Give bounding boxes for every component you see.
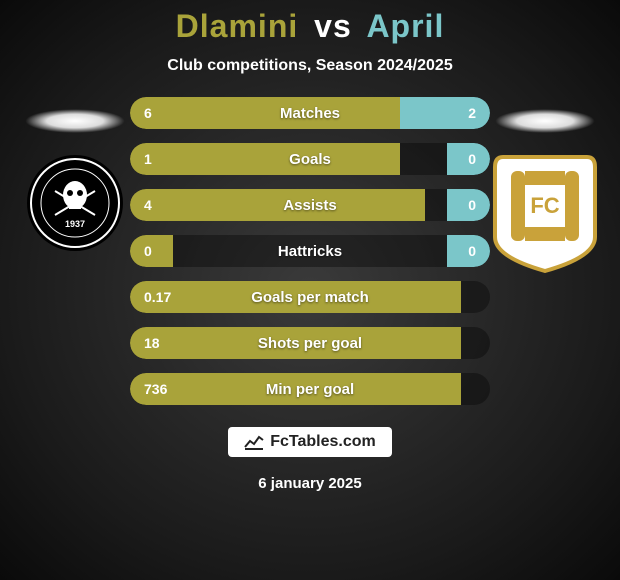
player1-shadow [25, 109, 125, 133]
brand-text: FcTables.com [270, 433, 376, 451]
stat-label: Goals per match [130, 281, 490, 313]
comparison-card: Dlamini vs April Club competitions, Seas… [0, 0, 620, 580]
svg-text:1937: 1937 [65, 219, 85, 229]
svg-text:FC: FC [530, 193, 559, 218]
stat-label: Goals [130, 143, 490, 175]
stat-row: 10Goals [130, 143, 490, 175]
title-player1: Dlamini [176, 8, 299, 44]
right-column: FC [490, 97, 600, 278]
stat-label: Shots per goal [130, 327, 490, 359]
title-vs: vs [314, 8, 352, 44]
stat-label: Min per goal [130, 373, 490, 405]
stat-row: 0.17Goals per match [130, 281, 490, 313]
player2-shadow [495, 109, 595, 133]
stat-label: Matches [130, 97, 490, 129]
stats-column: 62Matches 10Goals 40Assists 00Hattricks 0.17… [130, 97, 490, 405]
stat-row: 62Matches [130, 97, 490, 129]
main-row: 1937 62Matches 10Goals 40Assists 00Hattrick… [0, 97, 620, 405]
player2-club-badge: FC [493, 153, 597, 278]
left-column: 1937 [20, 97, 130, 258]
stat-row: 40Assists [130, 189, 490, 221]
stat-label: Hattricks [130, 235, 490, 267]
stat-row: 736Min per goal [130, 373, 490, 405]
title: Dlamini vs April [176, 8, 445, 45]
stat-row: 18Shots per goal [130, 327, 490, 359]
stat-label: Assists [130, 189, 490, 221]
subtitle: Club competitions, Season 2024/2025 [167, 57, 452, 75]
title-player2: April [366, 8, 444, 44]
player1-club-badge: 1937 [25, 153, 125, 258]
brand-badge: FcTables.com [228, 427, 392, 457]
chart-icon [244, 434, 264, 450]
stat-row: 00Hattricks [130, 235, 490, 267]
footer-date: 6 january 2025 [258, 475, 361, 492]
